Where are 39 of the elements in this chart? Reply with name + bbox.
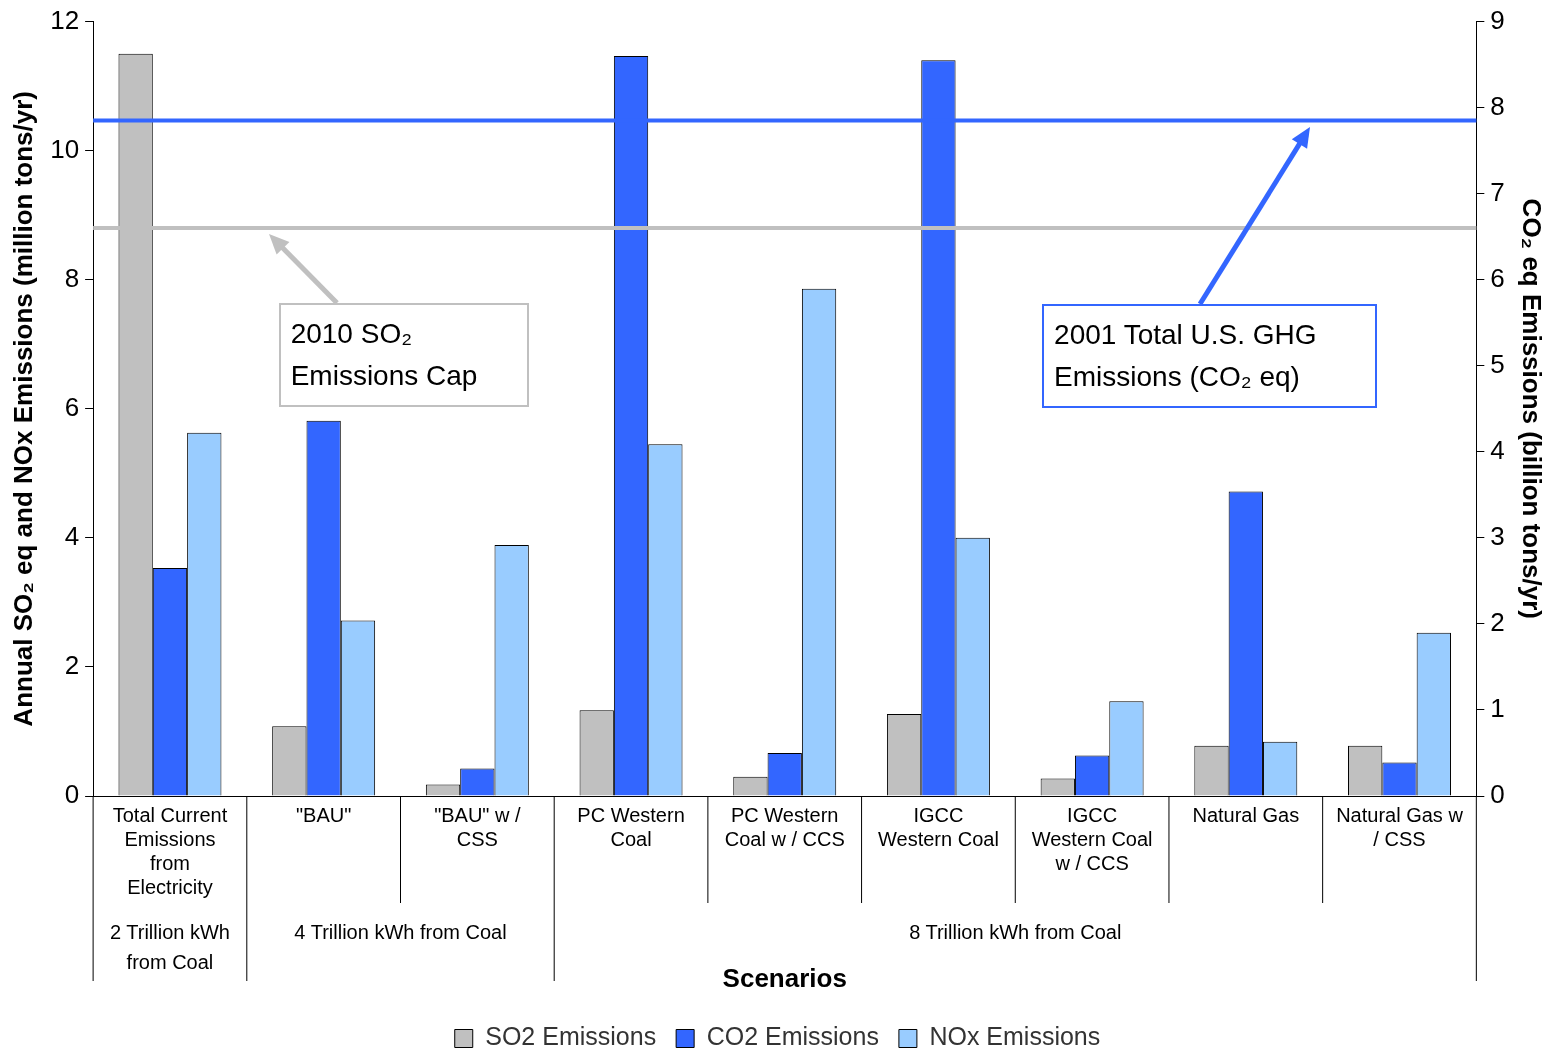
x-tick-label: IGCC Western Coal (878, 803, 999, 850)
x-axis-title: Scenarios (722, 963, 847, 994)
y-tick-label: 0 (64, 779, 80, 810)
y-tick-label: 12 (50, 4, 80, 35)
legend-label: CO2 Emissions (706, 1022, 879, 1051)
y-tick-label: 8 (64, 262, 80, 293)
x-tick-label: PC Western Coal (577, 803, 685, 850)
y-axis-title: Annual SO₂ eq and NOx Emissions (million tons/yr) (7, 90, 38, 727)
x-tick-label: Natural Gas (1192, 803, 1300, 826)
annotation: 2010 SO₂ Emissions Cap (290, 318, 478, 392)
x-tick-label: Natural Gas w / CSS (1336, 803, 1464, 850)
y2-tick-label: 7 (1490, 176, 1505, 207)
y2-axis-title: CO₂ eq Emissions (billion tons/yr) (1517, 198, 1548, 619)
y2-tick-label: 1 (1490, 693, 1505, 724)
x-tick-label: Total Current Emissions from Electricity (112, 803, 228, 898)
y2-tick-label: 0 (1490, 779, 1505, 810)
text: 4 Trillion kWh from Coal (294, 920, 507, 943)
x-tick-label: "BAU" w / CSS (434, 803, 522, 850)
annotation: 2001 Total U.S. GHG Emissions (CO₂ eq) (1054, 318, 1317, 392)
x-tick-label: IGCC Western Coal w / CCS (1031, 803, 1153, 874)
y-tick-label: 6 (64, 391, 80, 422)
y-tick-label: 4 (64, 521, 80, 552)
label-box: 2010 SO₂ Emissions Cap (278, 303, 529, 408)
x-tick-label: PC Western Coal w / CCS (724, 803, 845, 850)
y2-tick-label: 2 (1490, 607, 1505, 638)
y2-tick-label: 6 (1490, 262, 1505, 293)
y2-tick-label: 4 (1490, 434, 1505, 465)
y2-tick-label: 9 (1490, 4, 1505, 35)
legend-label: NOx Emissions (929, 1022, 1101, 1051)
text: 2 Trillion kWh from Coal (109, 920, 230, 973)
label-box: 2001 Total U.S. GHG Emissions (CO₂ eq) (1042, 303, 1378, 408)
legend-label: SO2 Emissions (485, 1022, 657, 1051)
y2-tick-label: 5 (1490, 348, 1505, 379)
y2-tick-label: 8 (1490, 90, 1505, 121)
y-tick-label: 10 (50, 133, 80, 164)
text: 8 Trillion kWh from Coal (909, 920, 1122, 943)
y2-tick-label: 3 (1490, 521, 1505, 552)
x-tick-label: "BAU" (295, 803, 352, 826)
y-tick-label: 2 (64, 650, 80, 681)
